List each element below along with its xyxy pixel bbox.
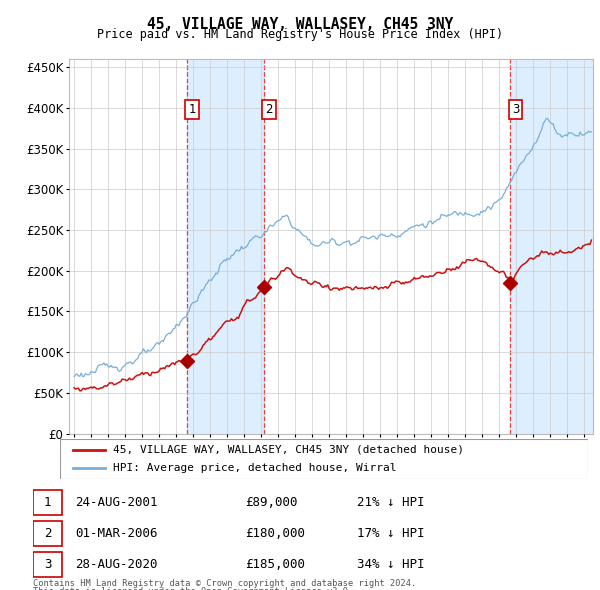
Text: HPI: Average price, detached house, Wirral: HPI: Average price, detached house, Wirr… <box>113 463 397 473</box>
Text: 28-AUG-2020: 28-AUG-2020 <box>75 558 157 571</box>
Text: 45, VILLAGE WAY, WALLASEY, CH45 3NY (detached house): 45, VILLAGE WAY, WALLASEY, CH45 3NY (det… <box>113 445 464 455</box>
Text: 45, VILLAGE WAY, WALLASEY, CH45 3NY: 45, VILLAGE WAY, WALLASEY, CH45 3NY <box>147 17 453 31</box>
Text: £185,000: £185,000 <box>245 558 305 571</box>
Bar <box>187 59 264 434</box>
Text: Price paid vs. HM Land Registry's House Price Index (HPI): Price paid vs. HM Land Registry's House … <box>97 28 503 41</box>
FancyBboxPatch shape <box>33 552 62 577</box>
Text: 17% ↓ HPI: 17% ↓ HPI <box>356 527 424 540</box>
Text: 1: 1 <box>44 496 51 509</box>
Text: 2: 2 <box>265 103 273 116</box>
Text: 01-MAR-2006: 01-MAR-2006 <box>75 527 157 540</box>
Text: 21% ↓ HPI: 21% ↓ HPI <box>356 496 424 509</box>
Text: 24-AUG-2001: 24-AUG-2001 <box>75 496 157 509</box>
Text: £180,000: £180,000 <box>245 527 305 540</box>
Bar <box>511 59 593 434</box>
Text: 3: 3 <box>44 558 51 571</box>
FancyBboxPatch shape <box>33 521 62 546</box>
Text: 1: 1 <box>188 103 196 116</box>
Text: This data is licensed under the Open Government Licence v3.0.: This data is licensed under the Open Gov… <box>33 587 353 590</box>
Text: Contains HM Land Registry data © Crown copyright and database right 2024.: Contains HM Land Registry data © Crown c… <box>33 579 416 588</box>
FancyBboxPatch shape <box>33 490 62 514</box>
FancyBboxPatch shape <box>60 439 588 479</box>
Text: 2: 2 <box>44 527 51 540</box>
Text: £89,000: £89,000 <box>245 496 298 509</box>
Text: 34% ↓ HPI: 34% ↓ HPI <box>356 558 424 571</box>
Text: 3: 3 <box>512 103 519 116</box>
